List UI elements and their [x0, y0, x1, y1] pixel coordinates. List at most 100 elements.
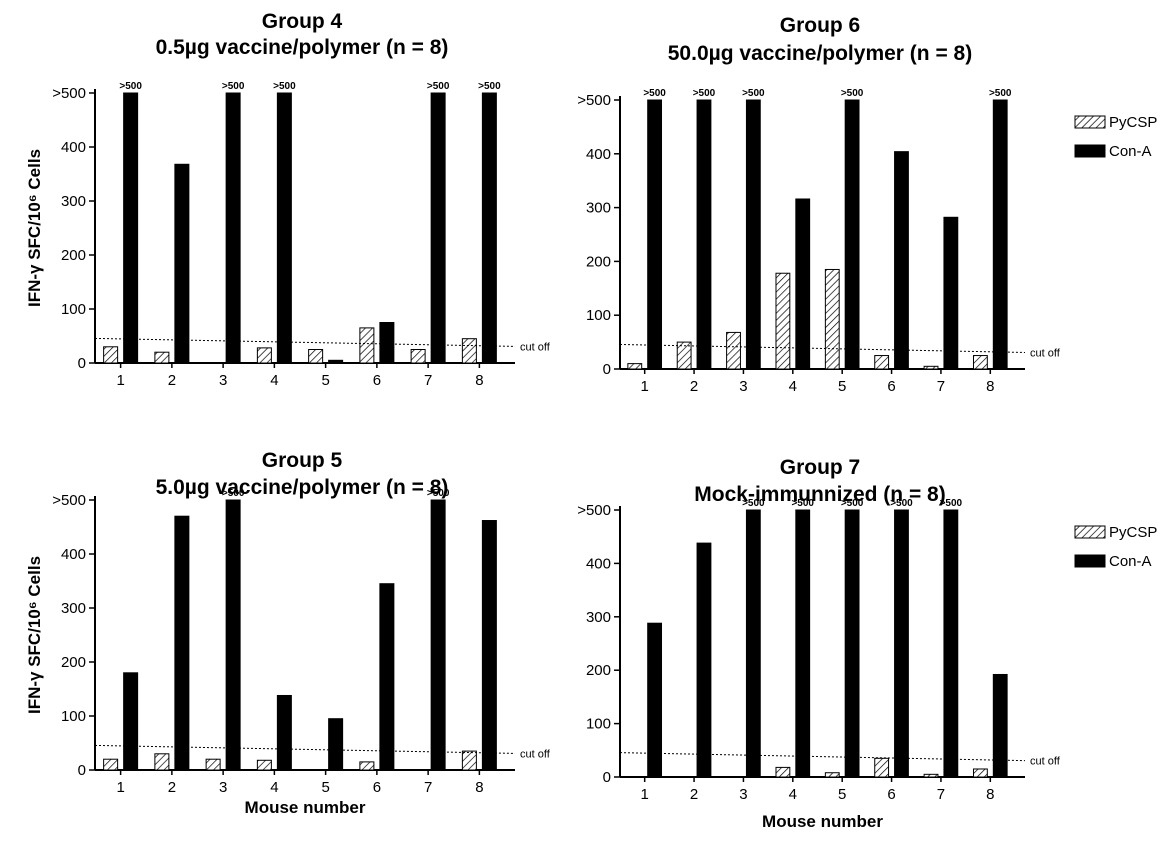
y-tick-label: 300	[61, 193, 86, 210]
chart-subtitle: 0.5µg vaccine/polymer (n = 8)	[156, 36, 449, 59]
legend-swatch	[1074, 525, 1106, 539]
y-axis-label: IFN-γ SFC/10⁶ Cells	[25, 149, 44, 307]
bar-con-a	[430, 499, 446, 771]
bar-con-a	[123, 672, 139, 771]
bar-pycsp	[824, 268, 840, 370]
bar-con-a	[844, 509, 860, 778]
bar-con-a	[328, 359, 344, 364]
bar-pycsp	[923, 365, 939, 370]
bar-pycsp	[775, 766, 791, 778]
x-tick-label: 7	[937, 786, 945, 803]
y-tick-label: >500	[52, 85, 86, 102]
bar-pycsp	[359, 761, 375, 771]
y-tick-label: 0	[603, 769, 611, 786]
chart-subtitle: 5.0µg vaccine/polymer (n = 8)	[156, 476, 449, 499]
legend-label: Con-A	[1109, 553, 1152, 570]
bar-pycsp	[205, 758, 221, 771]
bar-con-a	[696, 542, 712, 778]
charts-container: Group 40.5µg vaccine/polymer (n = 8)0100…	[25, 10, 1157, 831]
bar-con-a	[943, 216, 959, 370]
bar-annotation: >500	[890, 498, 913, 509]
bar-con-a	[844, 99, 860, 370]
bar-pycsp	[874, 355, 890, 370]
cutoff-line	[619, 343, 1026, 353]
bar-annotation: >500	[940, 498, 963, 509]
x-tick-label: 6	[373, 779, 381, 796]
x-tick-label: 1	[641, 786, 649, 803]
x-tick-label: 2	[690, 378, 698, 395]
y-tick-label: 400	[61, 139, 86, 156]
bar-con-a	[225, 92, 241, 364]
bar-annotation: >500	[427, 488, 450, 499]
y-tick-label: 400	[586, 146, 611, 163]
bar-pycsp	[103, 758, 119, 771]
x-tick-label: 6	[887, 378, 895, 395]
x-tick-label: 3	[219, 779, 227, 796]
x-tick-label: 7	[424, 372, 432, 389]
bar-pycsp	[103, 346, 119, 364]
bar-annotation: >500	[841, 88, 864, 99]
bar-annotation: >500	[119, 81, 142, 92]
x-tick-label: 8	[475, 372, 483, 389]
x-tick-label: 2	[168, 372, 176, 389]
y-tick-label: 300	[586, 609, 611, 626]
bar-pycsp	[410, 349, 426, 364]
bar-pycsp	[824, 772, 840, 778]
x-tick-label: 7	[937, 378, 945, 395]
cutoff-label: cut off	[520, 341, 551, 353]
chart-subtitle: Mock-immunnized (n = 8)	[694, 483, 945, 506]
y-tick-label: 100	[61, 301, 86, 318]
y-tick-label: 300	[61, 600, 86, 617]
y-axis-label: IFN-γ SFC/10⁶ Cells	[25, 556, 44, 714]
y-tick-label: 200	[61, 247, 86, 264]
bar-pycsp	[359, 327, 375, 364]
legend-label: PyCSP	[1109, 524, 1157, 541]
bar-annotation: >500	[273, 81, 296, 92]
x-tick-label: 5	[838, 786, 846, 803]
y-tick-label: >500	[52, 492, 86, 509]
x-axis-label: Mouse number	[762, 812, 883, 831]
bar-annotation: >500	[222, 488, 245, 499]
bar-con-a	[276, 92, 292, 364]
bar-con-a	[647, 622, 663, 778]
x-tick-label: 8	[986, 378, 994, 395]
legend-label: Con-A	[1109, 143, 1152, 160]
bar-con-a	[174, 515, 190, 771]
legend-label: PyCSP	[1109, 114, 1157, 131]
y-tick-label: 200	[586, 253, 611, 270]
x-tick-label: 8	[986, 786, 994, 803]
bar-pycsp	[308, 349, 324, 364]
y-tick-label: 100	[586, 716, 611, 733]
legend-swatch	[1074, 554, 1106, 568]
bar-con-a	[430, 92, 446, 364]
x-tick-label: 4	[789, 786, 797, 803]
bar-annotation: >500	[742, 88, 765, 99]
y-tick-label: >500	[577, 502, 611, 519]
y-tick-label: 0	[78, 762, 86, 779]
bar-annotation: >500	[742, 498, 765, 509]
chart-panel-2: Group 6 50.0µg vaccine/polymer (n = 8) 0 10…	[577, 14, 1157, 395]
bar-annotation: >500	[693, 88, 716, 99]
cutoff-label: cut off	[520, 748, 551, 760]
x-tick-label: 1	[116, 372, 124, 389]
bar-pycsp	[461, 750, 477, 771]
bar-pycsp	[972, 768, 988, 778]
y-tick-label: >500	[577, 92, 611, 109]
y-tick-label: 300	[586, 200, 611, 217]
x-tick-label: 2	[168, 779, 176, 796]
x-tick-label: 5	[321, 372, 329, 389]
bar-pycsp	[461, 338, 477, 364]
bar-con-a	[379, 583, 395, 771]
x-tick-label: 1	[116, 779, 124, 796]
x-tick-label: 8	[475, 779, 483, 796]
y-tick-label: 0	[603, 361, 611, 378]
x-tick-label: 6	[373, 372, 381, 389]
bar-con-a	[894, 509, 909, 778]
bar-con-a	[992, 673, 1008, 778]
x-tick-label: 3	[219, 372, 227, 389]
chart-panel-3: Group 5 5.0µg vaccine/polymer (n = 8) 0 100…	[25, 449, 551, 817]
chart-title: Group 7	[780, 456, 861, 479]
cutoff-label: cut off	[1030, 347, 1061, 359]
bar-con-a	[481, 520, 497, 771]
